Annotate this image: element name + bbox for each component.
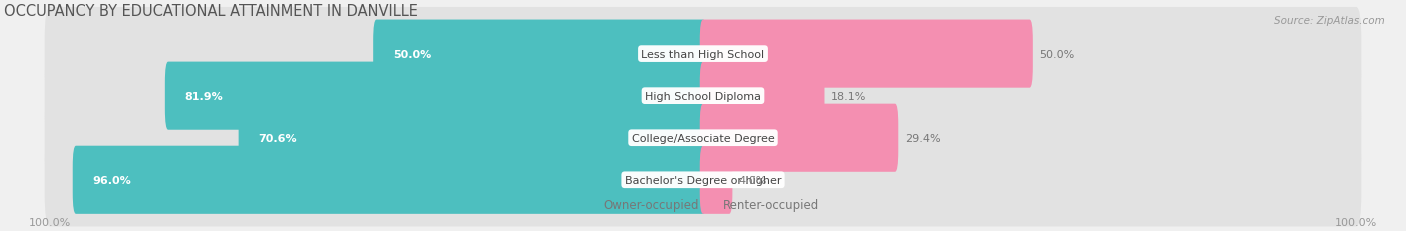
FancyBboxPatch shape <box>73 146 706 214</box>
Text: Less than High School: Less than High School <box>641 49 765 59</box>
Text: Source: ZipAtlas.com: Source: ZipAtlas.com <box>1274 16 1385 26</box>
Legend: Owner-occupied, Renter-occupied: Owner-occupied, Renter-occupied <box>582 193 824 216</box>
Text: College/Associate Degree: College/Associate Degree <box>631 133 775 143</box>
FancyBboxPatch shape <box>45 8 1361 101</box>
Text: OCCUPANCY BY EDUCATIONAL ATTAINMENT IN DANVILLE: OCCUPANCY BY EDUCATIONAL ATTAINMENT IN D… <box>4 4 418 19</box>
Text: Bachelor's Degree or higher: Bachelor's Degree or higher <box>624 175 782 185</box>
FancyBboxPatch shape <box>700 62 824 130</box>
Text: 70.6%: 70.6% <box>259 133 297 143</box>
Text: High School Diploma: High School Diploma <box>645 91 761 101</box>
Text: 4.0%: 4.0% <box>740 175 768 185</box>
Text: 50.0%: 50.0% <box>392 49 432 59</box>
Text: 50.0%: 50.0% <box>1039 49 1074 59</box>
FancyBboxPatch shape <box>165 62 706 130</box>
Text: 29.4%: 29.4% <box>905 133 941 143</box>
FancyBboxPatch shape <box>700 21 1033 88</box>
Text: 81.9%: 81.9% <box>184 91 224 101</box>
FancyBboxPatch shape <box>45 92 1361 185</box>
Text: 96.0%: 96.0% <box>93 175 131 185</box>
FancyBboxPatch shape <box>700 146 733 214</box>
FancyBboxPatch shape <box>700 104 898 172</box>
FancyBboxPatch shape <box>45 134 1361 226</box>
FancyBboxPatch shape <box>45 50 1361 143</box>
FancyBboxPatch shape <box>239 104 706 172</box>
FancyBboxPatch shape <box>373 21 706 88</box>
Text: 18.1%: 18.1% <box>831 91 866 101</box>
